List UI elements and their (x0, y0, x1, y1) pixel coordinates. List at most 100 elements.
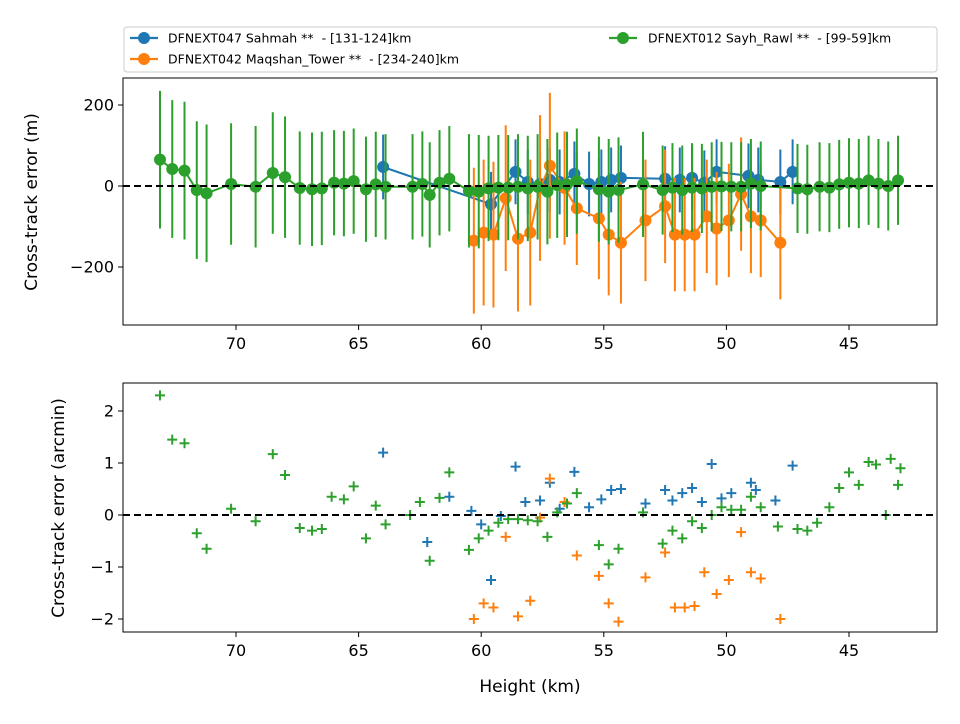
legend-marker-3 (617, 32, 629, 44)
data-point (640, 498, 651, 509)
data-point (486, 575, 497, 585)
y-tick-label: 2 (104, 402, 114, 421)
data-point (689, 601, 700, 611)
data-point (893, 479, 904, 490)
data-point (640, 572, 651, 583)
data-point (225, 177, 238, 190)
y-tick-label: 200 (83, 96, 114, 115)
y-tick-label: 0 (104, 506, 114, 525)
legend-entry-3: DFNEXT012 Sayh_Rawl ** - [99-59]km (609, 31, 891, 46)
bottom-plot-x-label: Height (km) (479, 677, 580, 697)
data-point (736, 527, 747, 538)
data-point (315, 182, 328, 195)
x-tick-label: 55 (594, 641, 614, 660)
data-point (772, 521, 783, 532)
data-point (677, 533, 688, 544)
data-point (844, 467, 854, 478)
data-point (593, 540, 604, 551)
bottom-plot-ticks: 70 65 60 55 50 45 2 1 0 −1 −2 (90, 402, 859, 661)
data-point (667, 495, 678, 506)
data-point (870, 459, 881, 470)
data-point (802, 525, 813, 536)
data-point (660, 547, 671, 558)
data-point (347, 175, 360, 188)
data-point (700, 210, 713, 223)
y-tick-label: 1 (104, 454, 114, 473)
data-point (487, 228, 500, 241)
data-point (745, 477, 756, 488)
data-point (755, 502, 766, 513)
data-point (885, 453, 896, 464)
data-point (676, 184, 689, 197)
x-tick-label: 70 (226, 334, 246, 353)
x-tick-label: 70 (226, 641, 246, 660)
data-point (293, 182, 306, 195)
data-point (316, 524, 327, 535)
data-point (473, 533, 484, 544)
data-point (571, 488, 582, 499)
data-point (786, 165, 799, 178)
bottom-plot-data (123, 390, 937, 627)
data-point (666, 181, 679, 194)
data-point (562, 498, 573, 509)
data-point (637, 178, 650, 191)
data-point (679, 602, 690, 613)
y-tick-label: −1 (90, 558, 114, 577)
data-point (444, 491, 455, 502)
data-point (307, 525, 318, 536)
data-point (614, 236, 627, 249)
data-point (338, 494, 349, 505)
data-point (895, 463, 906, 474)
data-point (512, 514, 523, 525)
data-point (541, 185, 554, 198)
data-point (770, 495, 781, 506)
data-point (774, 175, 787, 188)
data-point (750, 485, 761, 496)
data-point (512, 611, 523, 622)
data-point (477, 226, 490, 239)
data-point (812, 517, 823, 528)
data-point (379, 180, 392, 193)
data-point (660, 485, 671, 496)
data-point (726, 504, 737, 515)
data-point (571, 550, 582, 561)
data-point (279, 171, 292, 184)
data-point (722, 214, 735, 227)
legend-entry-2: DFNEXT042 Maqshan_Tower ** - [234-240]km (130, 52, 459, 67)
top-series-group (153, 90, 905, 314)
data-point (422, 537, 433, 548)
data-point (510, 461, 521, 472)
data-point (443, 172, 456, 185)
data-point (267, 449, 278, 460)
data-point (488, 602, 499, 613)
data-point (294, 523, 305, 533)
data-point (602, 185, 615, 198)
data-point (485, 198, 498, 211)
y-tick-label: 0 (104, 177, 114, 196)
data-point (706, 459, 717, 470)
data-point (615, 484, 626, 494)
top-plot: 70 65 60 55 50 45 200 0 −200 Cross-track error (… (22, 77, 938, 353)
data-point (167, 434, 178, 445)
data-point (467, 234, 480, 247)
bottom-series-group (154, 390, 906, 627)
data-point (360, 533, 371, 544)
data-point (686, 181, 699, 194)
x-tick-label: 50 (716, 334, 736, 353)
legend-entry-1: DFNEXT047 Sahmah ** - [131-124]km (130, 31, 411, 46)
legend-box (123, 26, 938, 73)
data-point (478, 598, 489, 609)
data-point (472, 185, 485, 198)
data-point (745, 491, 756, 502)
data-point (593, 570, 604, 581)
data-point (468, 614, 479, 624)
data-point (824, 502, 835, 513)
data-point (787, 460, 798, 471)
data-point (544, 473, 555, 484)
data-point (369, 178, 382, 191)
x-tick-label: 65 (348, 641, 368, 660)
data-point (377, 160, 390, 173)
data-point (178, 164, 191, 177)
